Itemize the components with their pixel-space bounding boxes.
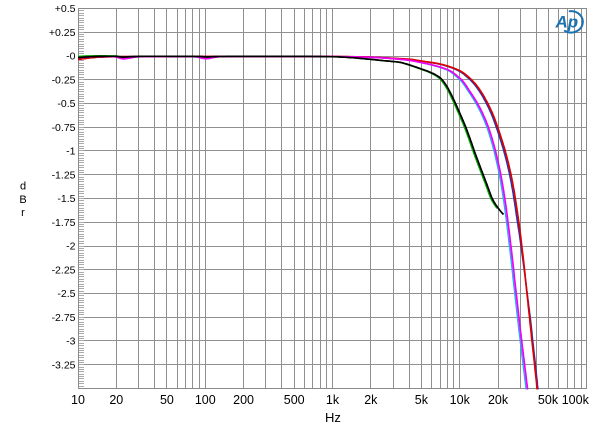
svg-text:+0.25: +0.25 [49, 27, 76, 39]
svg-text:-0.75: -0.75 [52, 122, 76, 134]
svg-text:20k: 20k [488, 393, 509, 407]
svg-text:20: 20 [109, 393, 123, 407]
svg-text:-2.75: -2.75 [52, 312, 76, 324]
svg-text:100: 100 [195, 393, 216, 407]
svg-text:-1.75: -1.75 [52, 217, 76, 229]
svg-text:-2: -2 [66, 241, 75, 253]
svg-text:2k: 2k [364, 393, 378, 407]
svg-text:500: 500 [284, 393, 305, 407]
svg-text:-0.5: -0.5 [57, 98, 75, 110]
svg-text:-3: -3 [66, 336, 75, 348]
svg-text:-3.25: -3.25 [52, 359, 76, 371]
svg-text:-2.25: -2.25 [52, 264, 76, 276]
svg-text:1k: 1k [326, 393, 340, 407]
svg-text:10: 10 [71, 393, 85, 407]
svg-text:10k: 10k [450, 393, 471, 407]
svg-text:B: B [19, 194, 26, 206]
svg-text:Ap: Ap [555, 12, 579, 31]
svg-text:100k: 100k [562, 393, 590, 407]
svg-text:200: 200 [233, 393, 254, 407]
svg-text:-1: -1 [66, 146, 75, 158]
svg-text:5k: 5k [415, 393, 429, 407]
svg-text:-2.5: -2.5 [57, 288, 75, 300]
svg-text:Hz: Hz [325, 410, 341, 425]
svg-text:50: 50 [160, 393, 174, 407]
svg-text:-0: -0 [66, 51, 75, 63]
svg-text:-1.25: -1.25 [52, 169, 76, 181]
svg-text:-1.5: -1.5 [57, 193, 75, 205]
svg-text:+0.5: +0.5 [55, 3, 76, 15]
svg-text:50k: 50k [538, 393, 559, 407]
svg-text:-0.25: -0.25 [52, 74, 76, 86]
svg-text:d: d [20, 181, 26, 193]
svg-text:r: r [21, 207, 25, 219]
